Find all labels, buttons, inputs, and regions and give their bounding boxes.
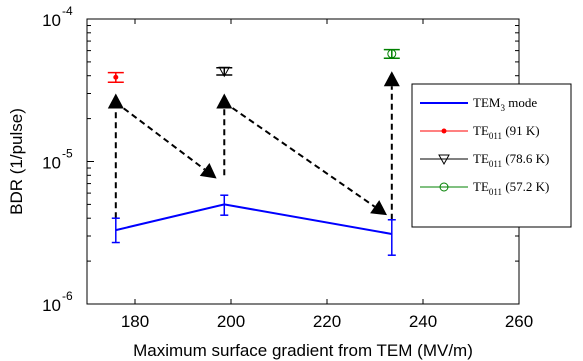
x-tick-label: 200	[217, 312, 245, 331]
y-tick-label: 10	[42, 154, 61, 173]
legend-marker-2	[438, 154, 450, 166]
plot-area	[107, 48, 400, 256]
legend-marker-1	[441, 128, 447, 134]
y-tick-exponent: -6	[62, 289, 73, 303]
transition-arrow-head	[199, 163, 217, 179]
series-2-marker	[218, 66, 231, 78]
y-tick-label: 10	[42, 11, 61, 30]
legend-box	[411, 83, 572, 228]
transition-arrow-line	[115, 101, 206, 171]
legend-label-0: TEM3 mode	[473, 95, 537, 113]
transition-arrow-line	[223, 101, 376, 208]
transition-arrow-head	[383, 71, 400, 87]
transition-arrow-head	[370, 200, 387, 216]
series-3-marker	[387, 49, 397, 59]
legend-marker-3	[439, 182, 449, 192]
series-1-marker	[113, 74, 119, 80]
x-tick-label: 220	[313, 312, 341, 331]
x-tick-label: 240	[409, 312, 437, 331]
legend-label-3: TE011 (57.2 K)	[473, 179, 549, 197]
legend-label-1: TE011 (91 K)	[473, 123, 540, 141]
y-tick-label: 10	[42, 296, 61, 315]
y-tick-exponent: -5	[62, 147, 73, 161]
x-tick-label: 260	[505, 312, 533, 331]
y-tick-exponent: -4	[62, 4, 73, 18]
legend-label-2: TE011 (78.6 K)	[473, 151, 549, 169]
x-axis-title: Maximum surface gradient from TEM (MV/m)	[133, 341, 473, 360]
y-axis-title: BDR (1/pulse)	[7, 108, 26, 215]
legend: TEM3 mode TE011 (91 K) TE011 (78.6 K) TE011…	[411, 83, 572, 228]
x-tick-label: 180	[121, 312, 149, 331]
